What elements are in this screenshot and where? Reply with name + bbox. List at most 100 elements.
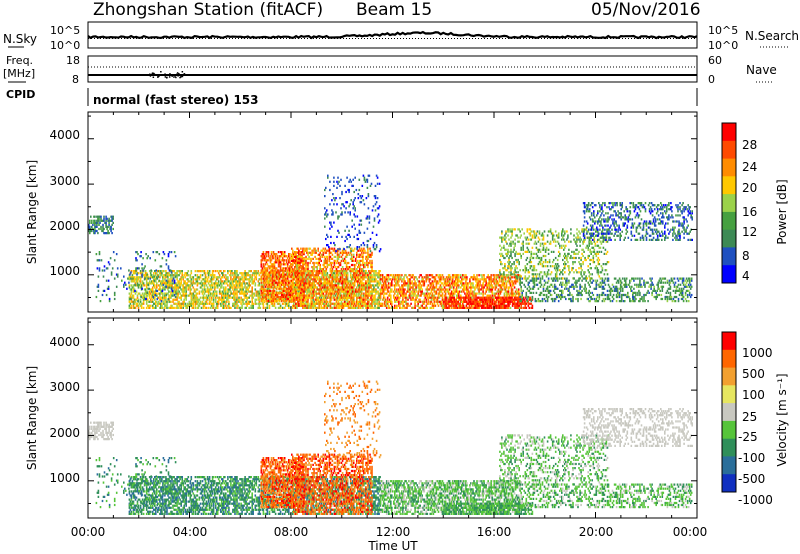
power-cell	[271, 271, 274, 274]
power-cell	[136, 304, 139, 307]
power-cell	[311, 272, 313, 275]
power-cell	[407, 290, 409, 293]
power-cell	[378, 284, 380, 287]
power-cell	[364, 288, 366, 291]
power-cell	[222, 272, 224, 275]
power-cell	[431, 282, 434, 285]
power-cell	[333, 261, 336, 265]
power-cell	[290, 284, 292, 287]
power-cell	[356, 278, 358, 281]
power-cell	[318, 304, 320, 307]
power-cell	[387, 274, 390, 277]
power-cell	[201, 274, 204, 277]
power-cell	[221, 286, 223, 289]
power-cell	[312, 274, 314, 277]
power-cell	[346, 276, 349, 279]
power-cell	[374, 306, 376, 309]
power-cell	[206, 288, 209, 291]
power-cell	[320, 296, 322, 299]
power-cell	[317, 282, 319, 285]
power-cell	[304, 261, 306, 265]
power-cell	[273, 300, 276, 303]
power-cell	[293, 302, 295, 305]
power-cell	[263, 275, 266, 278]
power-cell	[426, 290, 429, 293]
power-cell	[371, 280, 373, 283]
power-cell	[283, 270, 286, 273]
power-cell	[438, 290, 441, 293]
power-cell	[154, 292, 156, 295]
power-cell	[132, 302, 135, 305]
power-cell	[453, 302, 456, 305]
power-cell	[367, 294, 369, 297]
power-cell	[386, 298, 389, 301]
power-cell	[297, 255, 299, 258]
power-cell	[304, 282, 306, 285]
power-cell	[344, 259, 347, 262]
power-cell	[270, 293, 273, 297]
power-cell	[216, 296, 219, 299]
power-cell	[243, 292, 245, 295]
power-cell	[179, 296, 181, 299]
power-cell	[232, 304, 234, 307]
power-cell	[180, 298, 182, 301]
power-cell	[241, 282, 243, 285]
power-cell	[144, 274, 147, 277]
power-cell	[295, 288, 297, 291]
power-cell	[183, 280, 185, 283]
power-cell	[251, 300, 253, 303]
power-cell	[368, 302, 370, 305]
power-cell	[227, 276, 229, 279]
power-cell	[367, 306, 369, 309]
power-cell	[192, 300, 195, 303]
power-cell	[305, 263, 307, 267]
power-cell	[432, 306, 435, 309]
power-cell	[330, 257, 333, 260]
power-cell	[283, 253, 286, 256]
power-cell	[183, 274, 185, 277]
power-cell	[282, 300, 285, 303]
power-cell	[317, 296, 319, 299]
power-cell	[312, 266, 314, 269]
nsky-line	[87, 30, 698, 40]
power-cell	[369, 274, 371, 277]
power-cell	[246, 286, 248, 289]
power-cell	[370, 278, 372, 281]
power-cell	[385, 276, 388, 279]
power-cell	[370, 276, 372, 279]
power-cell	[403, 280, 405, 283]
power-cell	[334, 259, 337, 262]
power-cell	[410, 302, 412, 305]
power-cell	[378, 296, 380, 299]
power-cell	[337, 300, 340, 303]
power-cell	[262, 277, 265, 280]
power-cell	[280, 275, 283, 278]
power-cell	[279, 290, 282, 293]
power-cell	[329, 298, 332, 301]
power-cell	[177, 282, 179, 285]
power-cell	[371, 294, 373, 297]
power-cell	[323, 276, 326, 279]
power-cell	[175, 272, 177, 275]
power-cell	[431, 294, 434, 297]
power-cell	[344, 300, 347, 303]
power-cell	[186, 284, 189, 287]
power-cell	[279, 265, 282, 268]
power-cell	[405, 292, 407, 295]
power-cell	[367, 249, 369, 252]
power-cell	[371, 284, 373, 287]
power-cell	[186, 304, 189, 307]
power-cell	[208, 302, 211, 305]
power-cell	[314, 249, 316, 252]
power-cell	[447, 274, 450, 277]
power-cell	[374, 304, 376, 307]
power-cell	[395, 276, 397, 279]
power-cell	[258, 294, 261, 297]
power-cell	[285, 291, 288, 294]
power-cell	[278, 261, 281, 264]
power-cell	[448, 292, 451, 295]
power-cell	[289, 253, 291, 256]
power-cell	[291, 300, 293, 303]
power-cell	[379, 278, 382, 281]
power-cell	[203, 272, 206, 275]
